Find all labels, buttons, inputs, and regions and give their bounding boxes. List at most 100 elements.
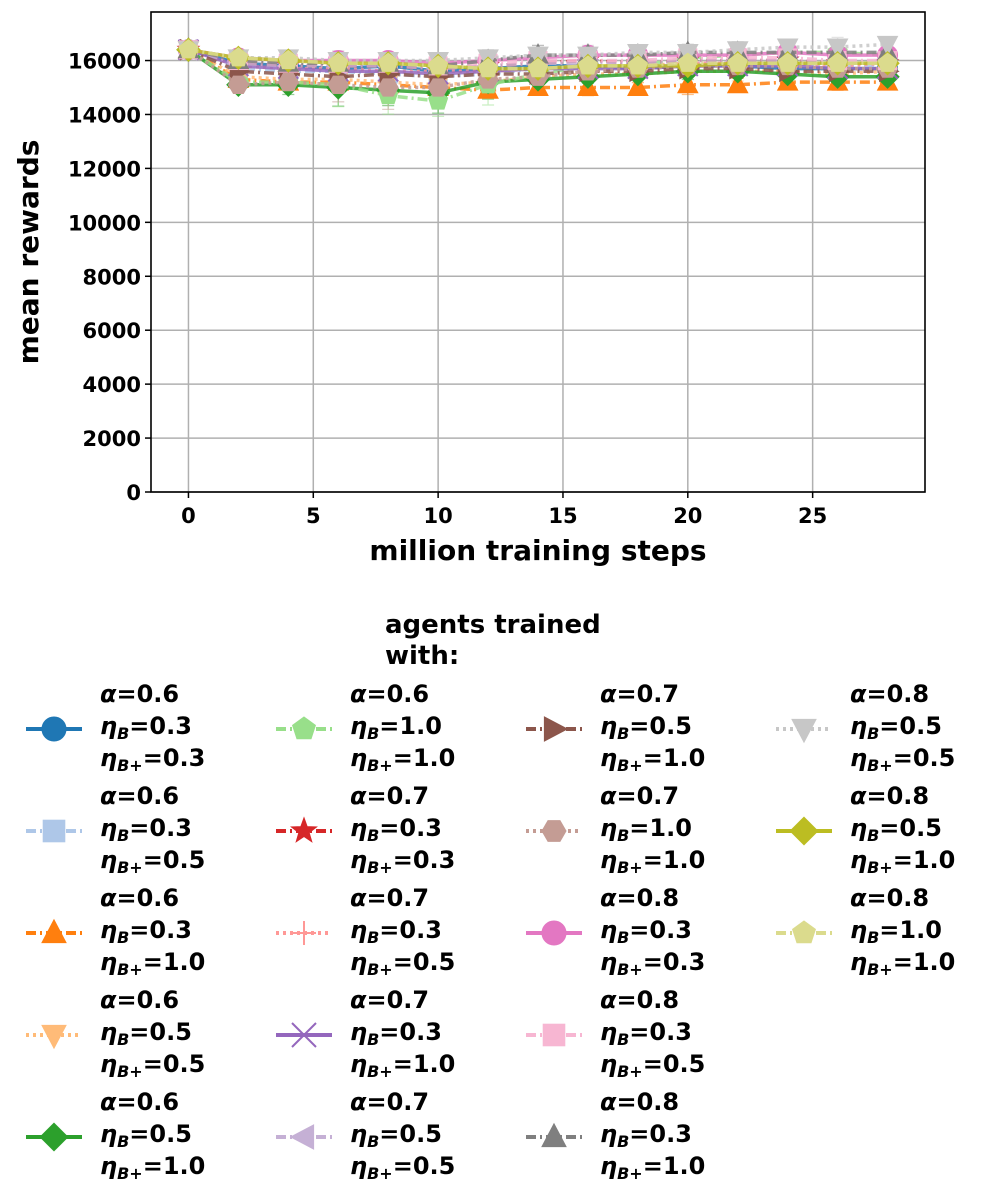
legend-eta-symbol: η (600, 916, 617, 944)
series-15-point-14 (876, 35, 899, 57)
legend-eta-symbol: η (350, 1050, 367, 1078)
legend-entry-4-eta-bp: ηB+=1.0 (100, 1152, 205, 1183)
legend-eta-subscript: B+ (867, 960, 893, 979)
legend: agents trained with: α=0.6ηB=0.3ηB+=0.3α… (26, 610, 955, 1183)
legend-entry-10: α=0.7ηB=0.5ηB+=1.0 (526, 680, 705, 775)
legend-entry-11: α=0.7ηB=1.0ηB+=1.0 (526, 782, 705, 877)
legend-eta-subscript: B+ (617, 858, 643, 877)
legend-alpha-symbol: α (100, 884, 117, 912)
legend-alpha-value: =0.6 (367, 680, 430, 708)
legend-entry-2: α=0.6ηB=0.3ηB+=1.0 (26, 884, 205, 979)
legend-entry-14-eta-bp: ηB+=1.0 (600, 1152, 705, 1183)
legend-eta-subscript: B+ (617, 1164, 643, 1183)
legend-entry-3: α=0.6ηB=0.5ηB+=0.5 (26, 986, 205, 1081)
legend-eta-subscript: B+ (367, 1164, 393, 1183)
x-tick-label-5: 25 (798, 504, 827, 528)
legend-eta-subscript: B (117, 928, 129, 947)
y-tick-label-0: 0 (126, 481, 141, 505)
legend-alpha-symbol: α (350, 680, 367, 708)
x-tick-label-1: 5 (306, 504, 321, 528)
legend-entry-17-eta-bp: ηB+=1.0 (850, 948, 955, 979)
legend-entry-5-alpha: α=0.6 (350, 680, 429, 708)
legend-alpha-value: =0.7 (367, 884, 430, 912)
legend-entry-16-marker (789, 816, 819, 846)
legend-eta-bp-value: =1.0 (393, 1050, 456, 1078)
legend-eta-subscript: B+ (867, 858, 893, 877)
series-15-point-13 (826, 38, 849, 60)
legend-entry-8-eta-bp: ηB+=1.0 (350, 1050, 455, 1081)
legend-eta-subscript: B+ (867, 756, 893, 775)
legend-eta-subscript: B+ (117, 1062, 143, 1081)
y-tick-label-2: 4000 (83, 373, 141, 397)
legend-entry-2-eta-bp: ηB+=1.0 (100, 948, 205, 979)
legend-title-line-2: with: (385, 641, 459, 671)
legend-eta-symbol: η (350, 916, 367, 944)
series-17-point-9 (627, 55, 648, 75)
legend-eta-subscript: B (617, 1132, 629, 1151)
legend-eta-b-value: =0.3 (629, 1018, 692, 1046)
legend-eta-bp-value: =1.0 (143, 1152, 206, 1180)
legend-entry-3-marker (41, 1024, 67, 1050)
legend-entry-16-eta-b: ηB=0.5 (850, 814, 942, 845)
legend-eta-bp-value: =1.0 (393, 744, 456, 772)
legend-eta-symbol: η (100, 948, 117, 976)
legend-alpha-symbol: α (350, 1088, 367, 1116)
series-group (176, 35, 900, 110)
legend-eta-bp-value: =0.3 (643, 948, 706, 976)
legend-title-line-1: agents trained (385, 610, 601, 640)
legend-entry-5-marker (291, 716, 317, 740)
legend-eta-symbol: η (100, 814, 117, 842)
legend-eta-subscript: B (367, 1030, 379, 1049)
legend-entry-15-alpha: α=0.8 (850, 680, 929, 708)
legend-alpha-value: =0.7 (367, 986, 430, 1014)
legend-alpha-symbol: α (850, 680, 867, 708)
legend-alpha-value: =0.6 (117, 782, 180, 810)
legend-entry-4-marker (39, 1122, 69, 1152)
legend-eta-b-value: =0.3 (129, 814, 192, 842)
legend-eta-bp-value: =1.0 (643, 846, 706, 874)
legend-entry-14-marker (541, 1122, 567, 1148)
legend-alpha-value: =0.6 (117, 1088, 180, 1116)
y-tick-label-5: 10000 (68, 211, 141, 235)
legend-entry-13-alpha: α=0.8 (600, 986, 679, 1014)
legend-eta-subscript: B+ (617, 1062, 643, 1081)
axis-ticks: 0 5 10 15 20 25 0 2000 4000 6000 8000 10000 12000 140… (68, 50, 827, 528)
legend-eta-b-value: =0.3 (379, 1018, 442, 1046)
legend-entry-8-eta-b: ηB=0.3 (350, 1018, 442, 1049)
legend-entry-10-marker (543, 716, 569, 742)
legend-eta-b-value: =0.5 (879, 712, 942, 740)
legend-alpha-value: =0.7 (617, 680, 680, 708)
legend-eta-bp-value: =0.5 (143, 1050, 206, 1078)
legend-entry-7-eta-b: ηB=0.3 (350, 916, 442, 947)
legend-eta-b-value: =0.3 (129, 916, 192, 944)
legend-entry-15-eta-bp: ηB+=0.5 (850, 744, 955, 775)
series-17-point-5 (428, 55, 449, 75)
legend-eta-bp-value: =1.0 (643, 744, 706, 772)
legend-entry-3-alpha: α=0.6 (100, 986, 179, 1014)
legend-eta-b-value: =0.5 (879, 814, 942, 842)
legend-entry-10-eta-b: ηB=0.5 (600, 712, 692, 743)
legend-eta-symbol: η (100, 712, 117, 740)
legend-eta-bp-value: =0.5 (393, 1152, 456, 1180)
legend-alpha-symbol: α (600, 782, 617, 810)
legend-eta-symbol: η (100, 846, 117, 874)
legend-eta-subscript: B+ (117, 858, 143, 877)
legend-eta-symbol: η (850, 712, 867, 740)
legend-entry-17-marker (791, 920, 817, 944)
legend-entry-2-marker (41, 918, 67, 944)
legend-alpha-symbol: α (600, 1088, 617, 1116)
legend-alpha-value: =0.6 (117, 884, 180, 912)
legend-entry-7-marker (292, 921, 316, 945)
series-15-point-12 (776, 38, 799, 60)
legend-entry-9-eta-bp: ηB+=0.5 (350, 1152, 455, 1183)
y-tick-label-8: 16000 (68, 50, 141, 74)
legend-eta-b-value: =0.3 (629, 1120, 692, 1148)
series-17-point-12 (777, 52, 798, 72)
legend-entry-16-eta-bp: ηB+=1.0 (850, 846, 955, 877)
legend-entry-6-alpha: α=0.7 (350, 782, 429, 810)
legend-eta-b-value: =1.0 (629, 814, 692, 842)
legend-entry-7-alpha: α=0.7 (350, 884, 429, 912)
legend-eta-symbol: η (850, 948, 867, 976)
legend-entry-4: α=0.6ηB=0.5ηB+=1.0 (26, 1088, 205, 1183)
legend-entry-2-eta-b: ηB=0.3 (100, 916, 192, 947)
